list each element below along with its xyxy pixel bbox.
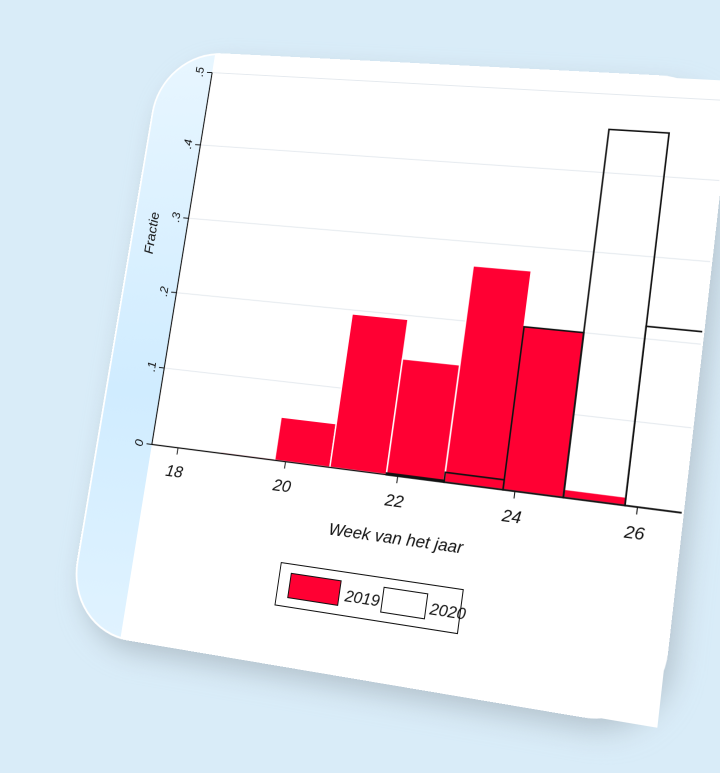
y-tick-label: .3 (169, 212, 184, 223)
y-tick-mark (147, 444, 152, 445)
y-tick-label: .4 (181, 139, 196, 150)
x-tick-label: 18 (164, 462, 184, 482)
y-tick-mark (171, 292, 176, 293)
y-tick-label: .5 (193, 67, 207, 78)
x-tick-label: 26 (622, 523, 646, 545)
x-tick-label: 22 (383, 491, 405, 512)
y-tick-label: 0 (132, 438, 146, 447)
bar-2019 (275, 417, 337, 467)
y-tick-label: .2 (157, 286, 172, 298)
histogram-chart: 0.1.2.3.4.5 1820222426 Fractie Week van … (67, 52, 720, 728)
chart-card: 0.1.2.3.4.5 18 20 22 24 26 Fractie Week van … (65, 50, 720, 730)
x-tick-label: 20 (271, 476, 293, 496)
y-tick-mark (159, 367, 164, 368)
y-axis-label: Fractie (141, 211, 163, 254)
y-tick-label: .1 (144, 361, 159, 373)
x-tick-label: 24 (500, 507, 523, 529)
